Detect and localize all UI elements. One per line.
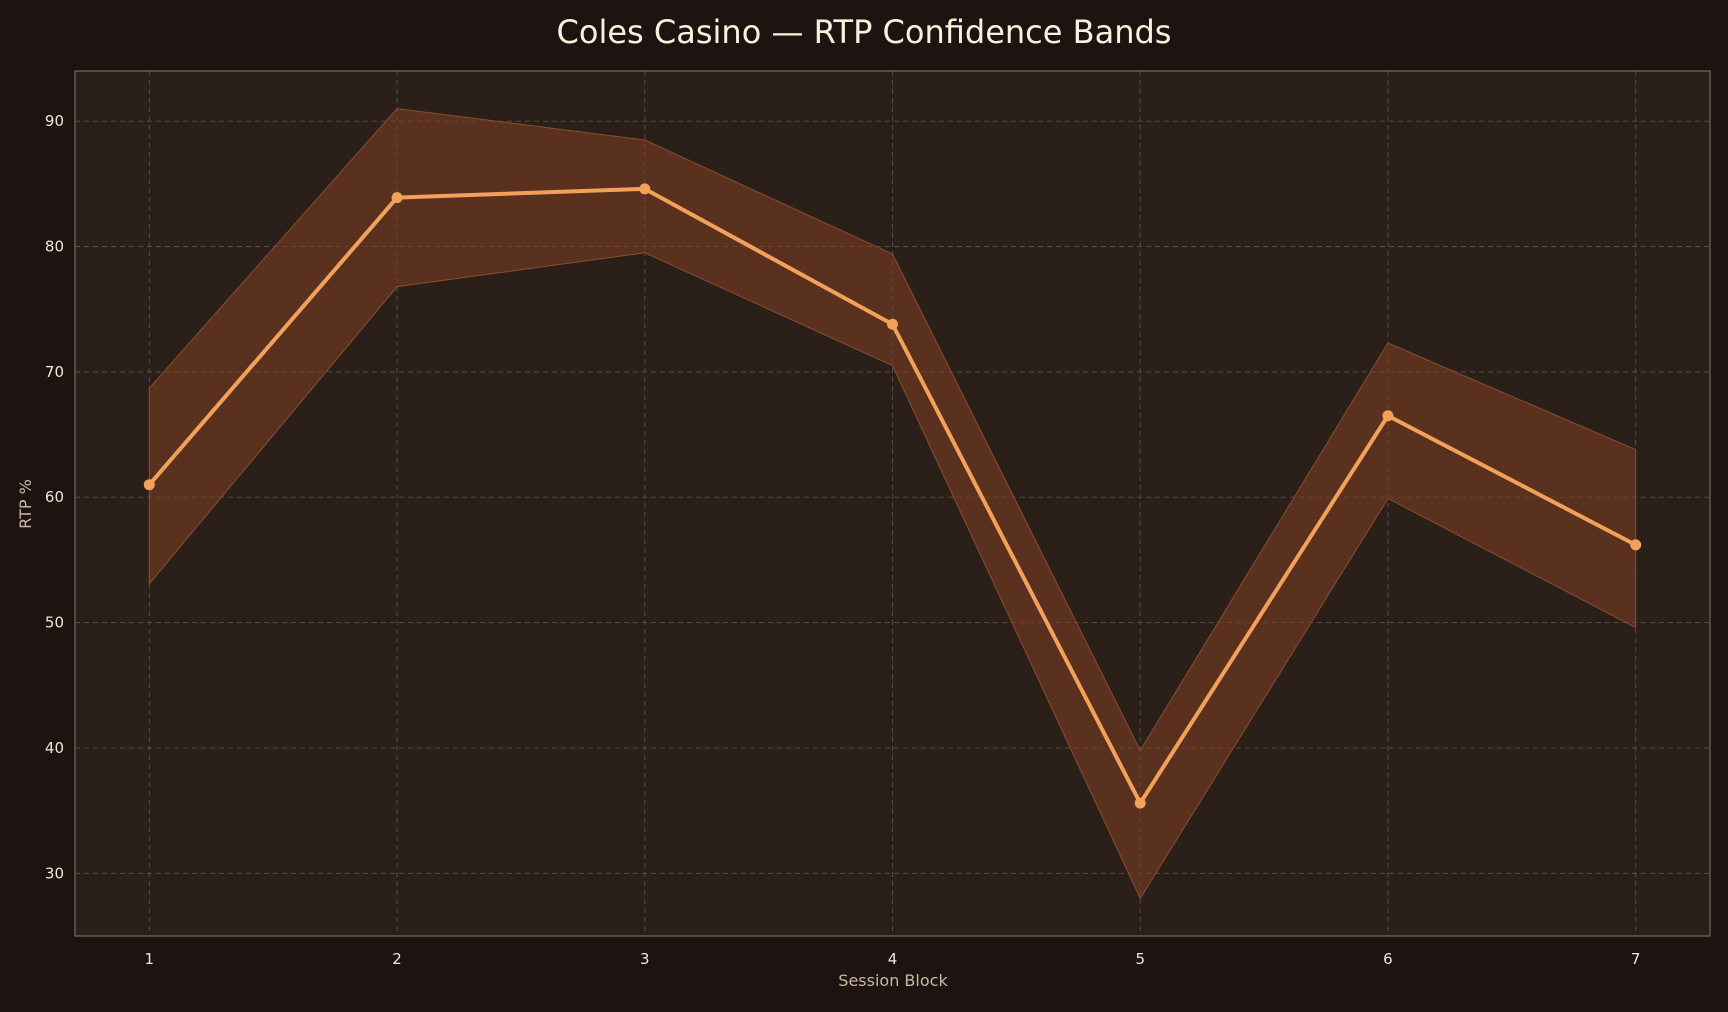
rtp-data-point [639,183,651,195]
y-axis-label: RTP % [16,479,35,529]
y-tick-label: 70 [45,363,64,381]
plot-frame [74,70,1711,937]
rtp-data-point [391,192,403,204]
y-tick-label: 90 [45,112,64,130]
x-tick-label: 3 [640,950,650,968]
y-tick-labels: 30 40 50 60 70 80 90 [45,112,64,882]
marker-layer [143,183,1642,809]
rtp-data-point [1630,539,1642,551]
confidence-band [148,108,1637,900]
x-axis-label: Session Block [838,971,948,990]
rtp-data-point [887,318,898,330]
y-tick-label: 80 [45,238,64,256]
x-tick-label: 5 [1135,950,1145,968]
confidence-band-layer [148,108,1637,900]
x-tick-label: 2 [392,950,402,968]
rtp-data-point [143,479,155,491]
x-tick-label: 1 [145,950,155,968]
y-tick-label: 60 [45,488,64,506]
y-tick-label: 50 [45,614,64,632]
y-tick-label: 30 [45,864,64,882]
chart-title: Coles Casino — RTP Confidence Bands [557,13,1172,51]
x-tick-labels: 1 2 3 4 5 6 7 [145,950,1641,968]
rtp-data-point [1382,410,1394,422]
x-tick-label: 6 [1383,950,1393,968]
x-tick-label: 4 [888,950,898,968]
rtp-data-point [1134,797,1146,809]
y-tick-label: 40 [45,739,64,757]
x-tick-label: 7 [1631,950,1641,968]
